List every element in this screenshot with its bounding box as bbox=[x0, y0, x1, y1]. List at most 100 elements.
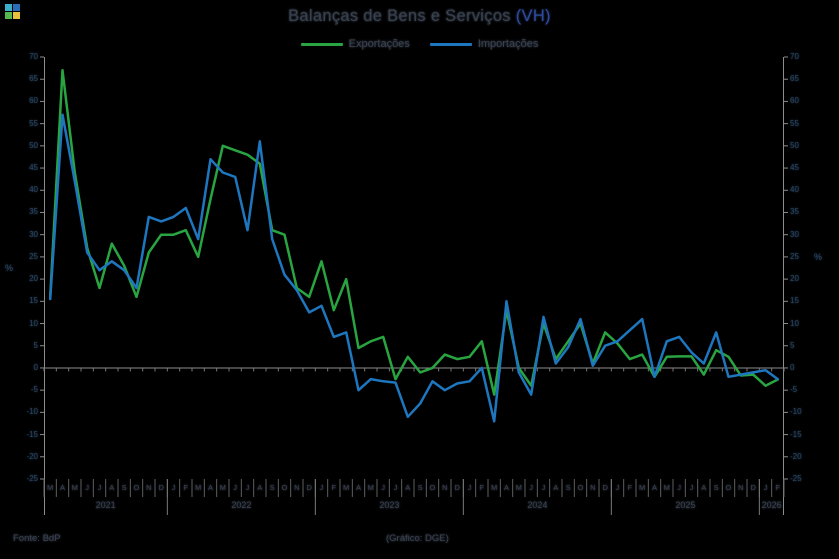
x-month-label: A bbox=[651, 483, 657, 492]
x-month-label: J bbox=[689, 483, 694, 492]
y-tick-label-left: -5 bbox=[30, 385, 38, 395]
x-month-label: F bbox=[627, 483, 633, 492]
x-month-label: J bbox=[85, 483, 90, 492]
x-month-label: O bbox=[725, 483, 732, 492]
chart-title-suffix: (VH) bbox=[510, 7, 551, 25]
x-month-label: A bbox=[405, 483, 411, 492]
y-tick-label-left: 60 bbox=[29, 96, 38, 106]
x-month-label: D bbox=[750, 483, 756, 492]
x-month-label: S bbox=[713, 483, 719, 492]
legend-item-imports: Importações bbox=[429, 38, 539, 50]
logo-square bbox=[5, 12, 12, 19]
series-line-imports bbox=[48, 113, 780, 423]
y-tick-label-right: -5 bbox=[790, 385, 798, 395]
x-month-label: M bbox=[343, 483, 350, 492]
x-month-label: F bbox=[183, 483, 189, 492]
y-tick-label-left: 30 bbox=[29, 229, 38, 239]
y-tick-label-left: 20 bbox=[29, 274, 38, 284]
y-tick-label-left: 50 bbox=[29, 140, 38, 150]
y-tick-label-left: 45 bbox=[29, 163, 38, 173]
y-tick-label-right: 55 bbox=[790, 118, 799, 128]
x-month-label: M bbox=[195, 483, 202, 492]
x-month-label: J bbox=[233, 483, 238, 492]
x-month-label: A bbox=[701, 483, 707, 492]
logo-square bbox=[13, 4, 20, 11]
y-tick-label-right: 5 bbox=[790, 340, 795, 350]
legend-item-exports: Exportações bbox=[300, 38, 410, 50]
y-tick-label-right: 70 bbox=[790, 52, 799, 61]
y-tick-label-left: -20 bbox=[26, 451, 38, 461]
x-month-label: J bbox=[393, 483, 398, 492]
x-month-label: J bbox=[97, 483, 102, 492]
y-tick-label-right: 65 bbox=[790, 74, 799, 84]
x-month-label: M bbox=[491, 483, 498, 492]
y-tick-label-right: -10 bbox=[790, 407, 802, 417]
y-tick-label-left: 15 bbox=[29, 296, 38, 306]
x-month-label: J bbox=[319, 483, 324, 492]
app-logo bbox=[5, 4, 20, 19]
x-year-label: 2026 bbox=[761, 500, 782, 510]
y-tick-label-right: 50 bbox=[790, 140, 799, 150]
x-month-label: J bbox=[245, 483, 250, 492]
x-month-label: M bbox=[219, 483, 226, 492]
y-tick-label-right: 20 bbox=[790, 274, 799, 284]
x-month-label: A bbox=[503, 483, 509, 492]
y-axis-unit-right: % bbox=[814, 252, 823, 262]
y-tick-label-right: -15 bbox=[790, 429, 802, 439]
y-tick-label-left: 0 bbox=[33, 362, 38, 372]
imports-legend-label: Importações bbox=[477, 38, 539, 50]
y-tick-label-left: -25 bbox=[26, 474, 38, 483]
y-axis-unit-left: % bbox=[5, 263, 14, 273]
y-tick-label-left: 5 bbox=[33, 340, 38, 350]
x-month-label: J bbox=[467, 483, 472, 492]
chart-canvas bbox=[40, 56, 788, 515]
x-month-label: M bbox=[515, 483, 522, 492]
x-month-label: D bbox=[306, 483, 312, 492]
x-year-label: 2021 bbox=[95, 500, 116, 510]
y-tick-label-right: 60 bbox=[790, 96, 799, 106]
x-month-label: M bbox=[639, 483, 646, 492]
y-tick-label-right: -25 bbox=[790, 474, 802, 483]
x-month-label: A bbox=[553, 483, 559, 492]
y-tick-label-left: 25 bbox=[29, 251, 38, 261]
x-month-label: D bbox=[602, 483, 608, 492]
logo-square bbox=[5, 4, 12, 11]
y-tick-label-right: 40 bbox=[790, 185, 799, 195]
x-month-label: J bbox=[171, 483, 176, 492]
x-month-label: O bbox=[281, 483, 288, 492]
x-year-label: 2025 bbox=[675, 500, 696, 510]
y-tick-label-left: 35 bbox=[29, 207, 38, 217]
series-line-exports bbox=[48, 69, 780, 396]
chart-title-text: Balanças de Bens e Serviços bbox=[288, 7, 511, 25]
x-month-label: F bbox=[331, 483, 337, 492]
y-tick-label-right: 0 bbox=[790, 362, 795, 372]
credit-label: (Gráfico: DGE) bbox=[386, 533, 449, 544]
x-month-label: A bbox=[207, 483, 213, 492]
x-month-label: D bbox=[454, 483, 460, 492]
chart-legend: Exportações Importações bbox=[0, 38, 839, 50]
page-title: Balanças de Bens e Serviços (VH) bbox=[0, 7, 839, 26]
exports-line-swatch bbox=[300, 42, 343, 46]
x-month-label: A bbox=[59, 483, 65, 492]
x-year-label: 2023 bbox=[379, 500, 400, 510]
y-tick-label-right: 35 bbox=[790, 207, 799, 217]
x-month-label: N bbox=[294, 483, 300, 492]
x-month-label: M bbox=[663, 483, 670, 492]
x-year-label: 2024 bbox=[527, 500, 548, 510]
x-month-label: A bbox=[257, 483, 263, 492]
imports-line-swatch bbox=[429, 42, 472, 46]
y-tick-label-right: 30 bbox=[790, 229, 799, 239]
y-tick-label-right: 10 bbox=[790, 318, 799, 328]
logo-square bbox=[13, 12, 20, 19]
x-month-label: J bbox=[615, 483, 620, 492]
x-month-label: F bbox=[775, 483, 781, 492]
x-month-label: J bbox=[381, 483, 386, 492]
x-month-label: N bbox=[738, 483, 744, 492]
x-month-label: O bbox=[577, 483, 584, 492]
x-month-label: N bbox=[590, 483, 596, 492]
y-tick-label-left: 40 bbox=[29, 185, 38, 195]
y-tick-label-left: -10 bbox=[26, 407, 38, 417]
y-tick-label-left: -15 bbox=[26, 429, 38, 439]
